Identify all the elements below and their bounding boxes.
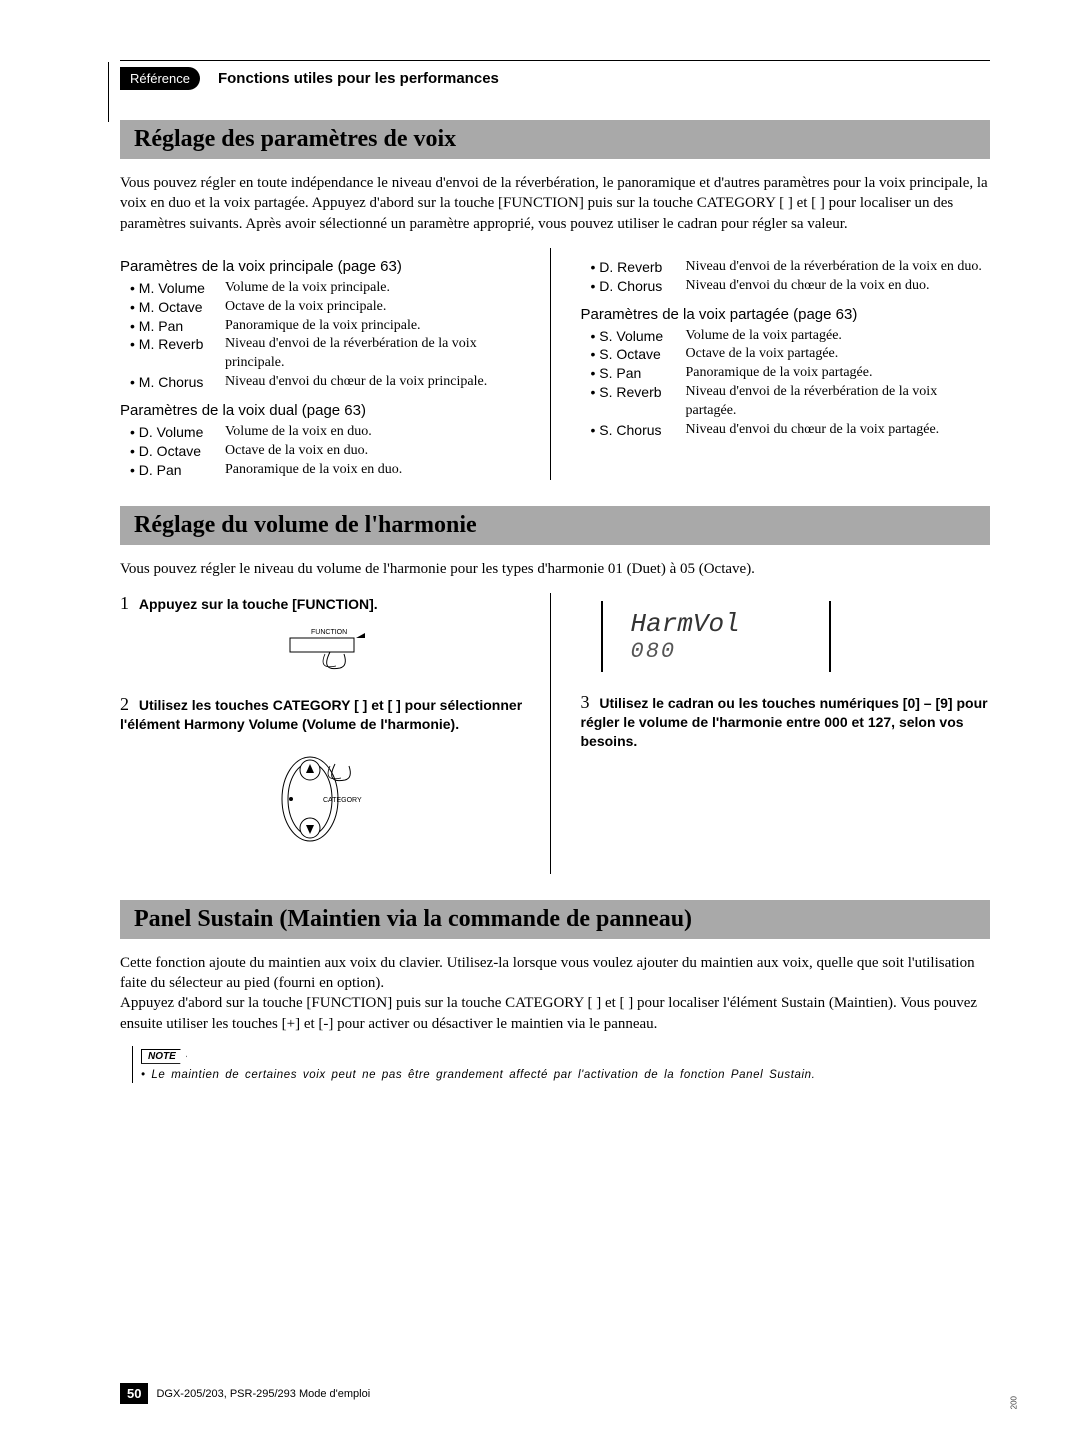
footer: 50 DGX-205/203, PSR-295/293 Mode d'emplo… (120, 1383, 370, 1404)
param-desc: Niveau d'envoi de la réverbération de la… (686, 383, 991, 421)
param-desc: Octave de la voix principale. (225, 298, 386, 317)
section3-p1: Cette fonction ajoute du maintien aux vo… (120, 953, 990, 994)
param-desc: Volume de la voix principale. (225, 279, 390, 298)
step-text: Appuyez sur la touche [FUNCTION]. (139, 596, 378, 612)
main-params-head: Paramètres de la voix principale (page 6… (120, 258, 530, 275)
param-desc: Volume de la voix en duo. (225, 423, 372, 442)
header: Référence Fonctions utiles pour les perf… (120, 67, 990, 90)
section-heading-voice-params: Réglage des paramètres de voix (120, 120, 990, 159)
param-label: • D. Reverb (591, 258, 686, 277)
param-label: • M. Volume (130, 279, 225, 298)
page-number: 50 (120, 1383, 148, 1404)
params-columns: Paramètres de la voix principale (page 6… (120, 248, 990, 480)
param-desc: Volume de la voix partagée. (686, 327, 842, 346)
params-col-right: • D. ReverbNiveau d'envoi de la réverbér… (581, 248, 991, 480)
param-label: • S. Octave (591, 345, 686, 364)
side-number: 200 (1009, 1396, 1018, 1409)
category-dial-illus: CATEGORY (120, 744, 530, 854)
param-desc: Octave de la voix partagée. (686, 345, 839, 364)
param-desc: Niveau d'envoi du chœur de la voix parta… (686, 421, 940, 440)
param-desc: Panoramique de la voix principale. (225, 317, 421, 336)
step-3: 3 Utilisez le cadran ou les touches numé… (581, 692, 991, 751)
section-heading-panel-sustain: Panel Sustain (Maintien via la commande … (120, 900, 990, 939)
page-title: Fonctions utiles pour les performances (218, 70, 499, 87)
section2-intro: Vous pouvez régler le niveau du volume d… (120, 559, 990, 579)
param-desc: Niveau d'envoi de la réverbération de la… (686, 258, 982, 277)
step-2: 2 Utilisez les touches CATEGORY [ ] et [… (120, 694, 530, 854)
param-label: • D. Volume (130, 423, 225, 442)
page: Référence Fonctions utiles pour les perf… (0, 0, 1080, 1440)
param-desc: Panoramique de la voix partagée. (686, 364, 873, 383)
param-label: • M. Pan (130, 317, 225, 336)
param-desc: Panoramique de la voix en duo. (225, 461, 402, 480)
note-text: • Le maintien de certaines voix peut ne … (141, 1068, 990, 1084)
param-label: • M. Reverb (130, 335, 225, 373)
step-text: Utilisez le cadran ou les touches numéri… (581, 695, 988, 749)
function-label: FUNCTION (311, 629, 347, 636)
lcd-line2: 080 (631, 639, 801, 664)
split-params-head: Paramètres de la voix partagée (page 63) (581, 306, 991, 323)
section1-intro: Vous pouvez régler en toute indépendance… (120, 173, 990, 234)
step-number: 3 (581, 692, 590, 712)
lcd-line1: HarmVol (631, 609, 801, 639)
section-heading-harmony-vol: Réglage du volume de l'harmonie (120, 506, 990, 545)
param-label: • S. Volume (591, 327, 686, 346)
params-col-left: Paramètres de la voix principale (page 6… (120, 248, 551, 480)
reference-tab: Référence (120, 67, 200, 90)
param-label: • D. Chorus (591, 277, 686, 296)
steps-right: HarmVol 080 3 Utilisez le cadran ou les … (581, 593, 991, 874)
lcd-display: HarmVol 080 (601, 601, 831, 672)
steps-area: 1 Appuyez sur la touche [FUNCTION]. FUNC… (120, 593, 990, 874)
footer-text: DGX-205/203, PSR-295/293 Mode d'emploi (156, 1388, 370, 1400)
dual-params-head: Paramètres de la voix dual (page 63) (120, 402, 530, 419)
param-label: • D. Pan (130, 461, 225, 480)
margin-rule (108, 62, 109, 122)
header-rule (120, 60, 990, 61)
section3-p2: Appuyez d'abord sur la touche [FUNCTION]… (120, 993, 990, 1034)
step-text: Utilisez les touches CATEGORY [ ] et [ ]… (120, 697, 522, 732)
param-desc: Niveau d'envoi de la réverbération de la… (225, 335, 530, 373)
param-label: • M. Octave (130, 298, 225, 317)
param-label: • M. Chorus (130, 373, 225, 392)
param-desc: Niveau d'envoi du chœur de la voix en du… (686, 277, 930, 296)
step-1: 1 Appuyez sur la touche [FUNCTION]. FUNC… (120, 593, 530, 674)
param-desc: Octave de la voix en duo. (225, 442, 368, 461)
function-button-illus: FUNCTION (120, 624, 530, 674)
note-label: NOTE (141, 1049, 187, 1064)
param-label: • S. Chorus (591, 421, 686, 440)
param-label: • S. Reverb (591, 383, 686, 421)
param-label: • S. Pan (591, 364, 686, 383)
step-number: 1 (120, 593, 129, 613)
steps-left: 1 Appuyez sur la touche [FUNCTION]. FUNC… (120, 593, 551, 874)
svg-text:CATEGORY: CATEGORY (323, 797, 362, 804)
note-box: NOTE • Le maintien de certaines voix peu… (132, 1046, 990, 1084)
param-desc: Niveau d'envoi du chœur de la voix princ… (225, 373, 487, 392)
param-label: • D. Octave (130, 442, 225, 461)
step-number: 2 (120, 694, 129, 714)
